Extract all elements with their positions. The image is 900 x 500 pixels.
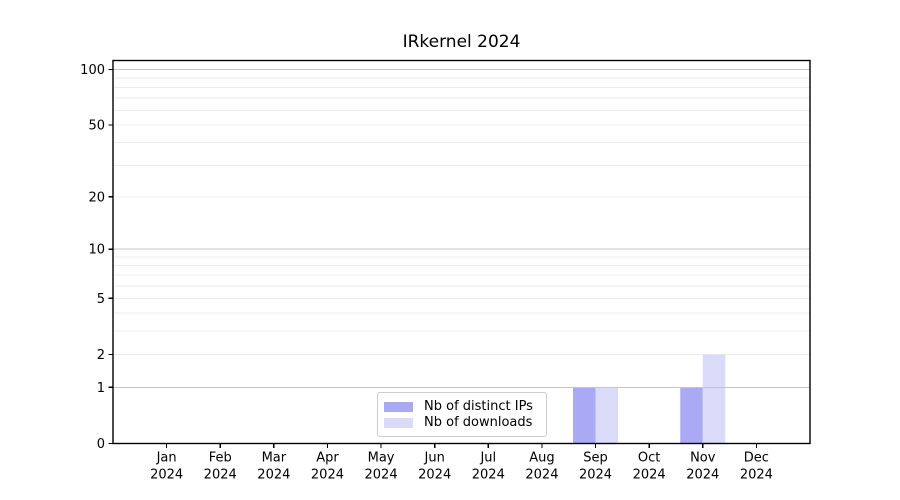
y-tick-label: 10 bbox=[88, 243, 105, 258]
legend-item-distinct-ips: Nb of distinct IPs bbox=[384, 400, 538, 413]
x-tick-label-year: 2024 bbox=[204, 468, 237, 483]
x-tick-label-year: 2024 bbox=[311, 468, 344, 483]
x-tick-label-month: May bbox=[368, 451, 395, 466]
y-tick-label: 5 bbox=[97, 292, 105, 307]
x-tick-label-year: 2024 bbox=[686, 468, 719, 483]
legend-item-downloads: Nb of downloads bbox=[384, 416, 538, 429]
x-tick-label-month: Nov bbox=[690, 451, 716, 466]
legend-label-downloads: Nb of downloads bbox=[424, 415, 533, 430]
x-tick-label-month: Oct bbox=[638, 451, 660, 466]
axes-frame bbox=[112, 59, 811, 445]
y-tick-label: 2 bbox=[97, 348, 105, 363]
x-tick-label-year: 2024 bbox=[633, 468, 666, 483]
x-tick-label-year: 2024 bbox=[418, 468, 451, 483]
x-tick-label-year: 2024 bbox=[257, 468, 290, 483]
y-tick-label: 0 bbox=[97, 437, 105, 452]
bar-nb-of-distinct-ips-nov bbox=[680, 387, 703, 444]
x-tick-label-year: 2024 bbox=[740, 468, 773, 483]
y-tick-label: 20 bbox=[88, 190, 105, 205]
legend-swatch-downloads bbox=[384, 417, 413, 428]
x-tick-label-month: Apr bbox=[316, 451, 339, 466]
legend-label-distinct-ips: Nb of distinct IPs bbox=[424, 399, 533, 414]
x-tick-label-month: Jun bbox=[424, 451, 445, 466]
x-tick-label-month: Sep bbox=[583, 451, 608, 466]
y-tick-label: 50 bbox=[88, 118, 105, 133]
x-tick-label-month: Feb bbox=[209, 451, 232, 466]
x-tick-label-year: 2024 bbox=[525, 468, 558, 483]
bar-nb-of-downloads-nov bbox=[702, 354, 726, 444]
chart-title: IRkernel 2024 bbox=[402, 32, 521, 52]
x-tick-label-month: Jan bbox=[156, 451, 177, 466]
x-tick-label-year: 2024 bbox=[150, 468, 183, 483]
x-tick-label-month: Dec bbox=[744, 451, 769, 466]
y-tick-label: 100 bbox=[80, 63, 105, 78]
x-tick-label-month: Mar bbox=[262, 451, 287, 466]
legend: Nb of distinct IPs Nb of downloads bbox=[377, 392, 547, 437]
bar-nb-of-distinct-ips-sep bbox=[573, 387, 596, 444]
legend-swatch-distinct-ips bbox=[384, 401, 413, 412]
x-tick-label-month: Jul bbox=[479, 451, 496, 466]
bar-nb-of-downloads-sep bbox=[595, 387, 619, 444]
x-tick-label-year: 2024 bbox=[579, 468, 612, 483]
x-tick-label-year: 2024 bbox=[472, 468, 505, 483]
x-tick-label-month: Aug bbox=[529, 451, 554, 466]
x-tick-label-year: 2024 bbox=[365, 468, 398, 483]
y-tick-label: 1 bbox=[97, 381, 105, 396]
